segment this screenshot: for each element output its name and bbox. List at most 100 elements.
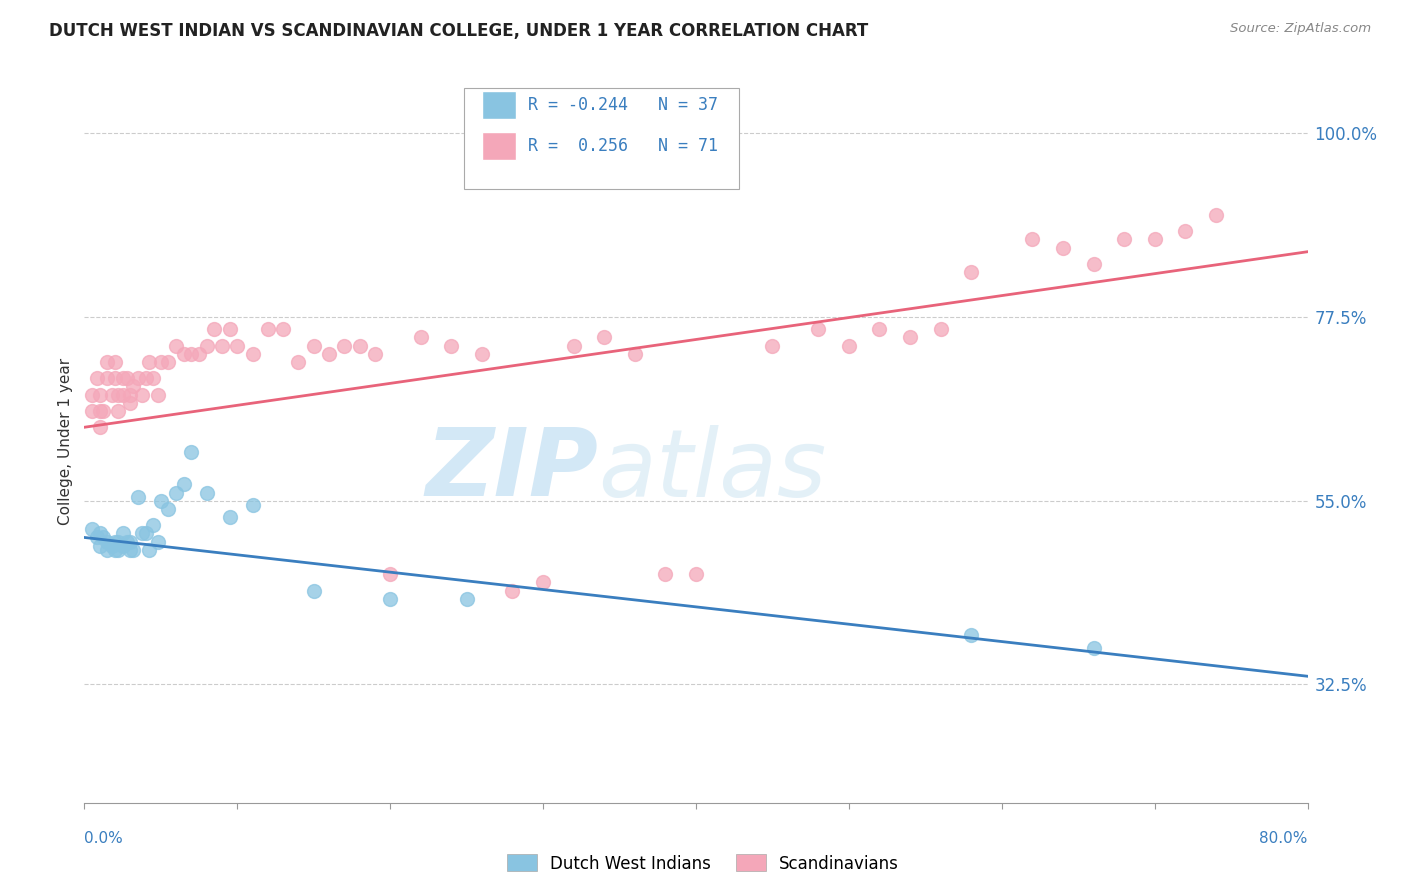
Point [202,322,225,336]
Point [960,265,983,279]
Point [111,387,134,401]
Text: DUTCH WEST INDIAN VS SCANDINAVIAN COLLEGE, UNDER 1 YEAR CORRELATION CHART: DUTCH WEST INDIAN VS SCANDINAVIAN COLLEG… [49,22,869,40]
Point [180,444,202,458]
Point [104,534,127,549]
Point [80,387,103,401]
Point [96,355,118,369]
Point [149,355,172,369]
Point [1174,224,1197,238]
FancyBboxPatch shape [482,132,516,160]
Point [188,347,211,361]
Point [685,567,707,582]
Point [115,534,138,549]
Point [165,338,187,352]
Point [115,371,138,385]
Point [173,477,195,491]
Text: 0.0%: 0.0% [84,831,124,847]
Point [364,347,387,361]
Point [146,387,169,401]
Point [89,387,111,401]
Point [107,542,129,557]
Point [226,338,249,352]
Point [107,404,129,418]
Point [96,371,118,385]
Text: R =  0.256   N = 71: R = 0.256 N = 71 [529,137,718,155]
Point [380,567,402,582]
Legend: Dutch West Indians, Scandinavians: Dutch West Indians, Scandinavians [501,847,905,880]
Point [211,338,233,352]
FancyBboxPatch shape [464,87,738,189]
Point [127,490,149,504]
Point [242,347,264,361]
Point [131,387,153,401]
Point [157,355,180,369]
Point [120,542,142,557]
Point [101,387,124,401]
Point [107,387,129,401]
Point [195,485,218,500]
Point [271,322,294,336]
Point [122,542,145,557]
Point [157,502,180,516]
Point [111,526,134,541]
Point [1052,241,1074,255]
Point [104,371,127,385]
Text: Source: ZipAtlas.com: Source: ZipAtlas.com [1230,22,1371,36]
Point [218,322,240,336]
Point [135,526,157,541]
Point [287,355,309,369]
Point [593,330,616,344]
Point [302,583,325,598]
Point [456,591,478,606]
Point [180,347,202,361]
Point [80,404,103,418]
Point [257,322,280,336]
Point [218,510,240,524]
Point [138,542,160,557]
Point [318,347,340,361]
Point [96,542,118,557]
Point [929,322,952,336]
Point [761,338,783,352]
Point [89,539,111,553]
Y-axis label: College, Under 1 year: College, Under 1 year [58,358,73,525]
Point [80,522,103,536]
Point [1083,640,1105,655]
Point [1083,257,1105,271]
Point [89,404,111,418]
Text: 80.0%: 80.0% [1260,831,1308,847]
Point [471,347,494,361]
Point [91,404,114,418]
Point [111,539,134,553]
Point [1114,232,1136,246]
Point [624,347,647,361]
Point [960,628,983,642]
Point [1143,232,1166,246]
Point [380,591,402,606]
Point [349,338,371,352]
Point [173,347,195,361]
Point [120,534,142,549]
Point [440,338,463,352]
Point [142,371,165,385]
Point [195,338,218,352]
Point [562,338,585,352]
Point [502,583,524,598]
Point [869,322,891,336]
Point [101,539,124,553]
Text: ZIP: ZIP [425,425,598,516]
Point [120,387,142,401]
Point [89,526,111,541]
Point [838,338,860,352]
Point [89,420,111,434]
Point [127,371,149,385]
Point [146,534,169,549]
Point [107,534,129,549]
Point [111,371,134,385]
FancyBboxPatch shape [482,91,516,119]
Point [91,531,114,545]
Point [149,493,172,508]
Point [131,526,153,541]
Point [531,575,554,590]
Point [86,371,108,385]
